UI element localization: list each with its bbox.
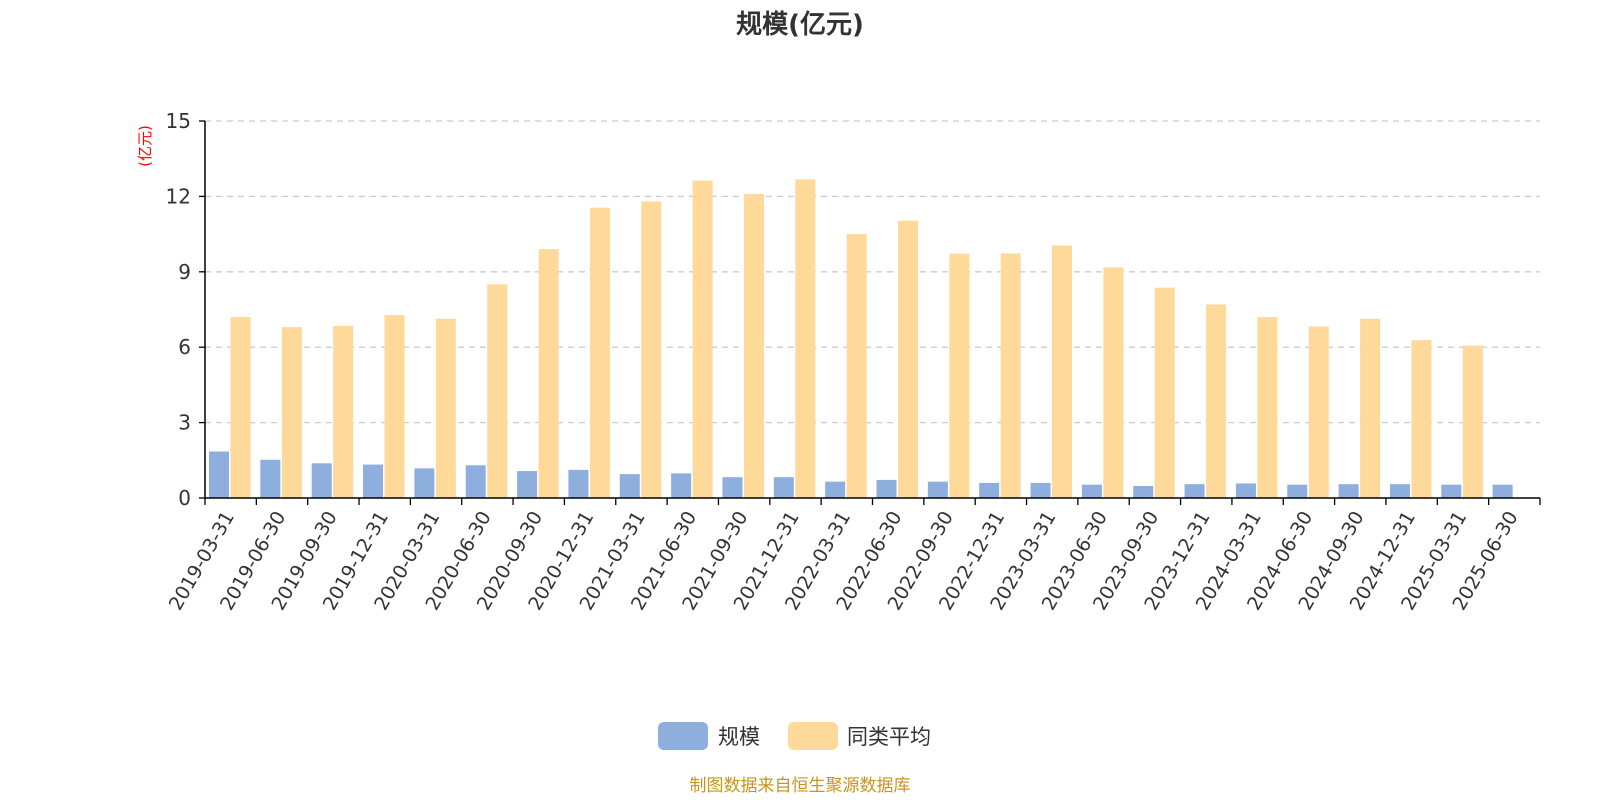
bar-peer-average[interactable] xyxy=(1462,345,1483,498)
bar-peer-average[interactable] xyxy=(1360,318,1381,498)
y-tick-label: 15 xyxy=(166,109,191,133)
bar-scale[interactable] xyxy=(876,479,897,498)
y-tick-label: 3 xyxy=(178,411,191,435)
bar-scale[interactable] xyxy=(979,482,1000,498)
bar-scale[interactable] xyxy=(671,473,692,498)
legend-swatch-scale[interactable] xyxy=(658,722,708,750)
bar-scale[interactable] xyxy=(1030,482,1051,498)
bar-scale[interactable] xyxy=(619,474,640,498)
bar-scale[interactable] xyxy=(1287,484,1308,498)
bar-peer-average[interactable] xyxy=(1103,267,1124,498)
y-tick-label: 6 xyxy=(178,335,191,359)
bar-scale[interactable] xyxy=(825,481,846,498)
bar-peer-average[interactable] xyxy=(384,315,405,498)
bar-peer-average[interactable] xyxy=(230,317,251,498)
y-tick-label: 12 xyxy=(166,184,191,208)
bar-scale[interactable] xyxy=(773,477,794,498)
bar-peer-average[interactable] xyxy=(1154,287,1175,498)
bar-peer-average[interactable] xyxy=(795,179,816,498)
bar-scale[interactable] xyxy=(517,471,538,498)
y-tick-label: 0 xyxy=(178,486,191,510)
bar-scale[interactable] xyxy=(1338,484,1359,498)
bar-scale[interactable] xyxy=(311,463,332,498)
legend-label-peer-average[interactable]: 同类平均 xyxy=(847,725,931,749)
bar-scale[interactable] xyxy=(568,469,589,498)
axes xyxy=(204,121,1540,499)
bar-peer-average[interactable] xyxy=(1257,317,1278,498)
bar-peer-average[interactable] xyxy=(589,207,610,498)
y-axis-ticks: 0 3 6 9 12 15 xyxy=(166,109,205,510)
bar-scale[interactable] xyxy=(1492,484,1513,498)
bar-peer-average[interactable] xyxy=(1411,340,1432,498)
bar-peer-average[interactable] xyxy=(692,180,713,499)
bar-peer-average[interactable] xyxy=(1052,245,1073,498)
y-axis-unit-label: (亿元) xyxy=(136,125,154,167)
bar-peer-average[interactable] xyxy=(898,220,918,498)
bar-scale[interactable] xyxy=(1081,484,1102,498)
bar-scale[interactable] xyxy=(465,465,486,498)
bars-group xyxy=(209,179,1513,499)
bar-peer-average[interactable] xyxy=(487,284,508,498)
gridlines xyxy=(205,120,1540,424)
bar-peer-average[interactable] xyxy=(1308,326,1329,498)
bar-scale[interactable] xyxy=(1184,484,1205,498)
bar-peer-average[interactable] xyxy=(949,253,970,498)
bar-peer-average[interactable] xyxy=(435,318,456,498)
bar-scale[interactable] xyxy=(1235,483,1256,498)
bar-peer-average[interactable] xyxy=(333,325,354,498)
bar-peer-average[interactable] xyxy=(1000,253,1021,498)
legend: 规模 同类平均 xyxy=(658,722,931,750)
footer-source-note: 制图数据来自恒生聚源数据库 xyxy=(690,776,911,796)
bar-scale[interactable] xyxy=(414,468,435,498)
bar-peer-average[interactable] xyxy=(538,249,559,498)
bar-peer-average[interactable] xyxy=(846,234,867,498)
bar-scale[interactable] xyxy=(927,481,948,498)
legend-swatch-peer-average[interactable] xyxy=(788,722,838,750)
bar-peer-average[interactable] xyxy=(743,193,764,499)
y-tick-label: 9 xyxy=(178,260,191,284)
bar-scale[interactable] xyxy=(1133,485,1154,498)
bar-peer-average[interactable] xyxy=(1206,304,1227,498)
legend-label-scale[interactable]: 规模 xyxy=(718,725,760,749)
bar-scale[interactable] xyxy=(363,464,384,498)
bar-peer-average[interactable] xyxy=(281,327,302,498)
bar-scale[interactable] xyxy=(209,451,229,498)
x-axis-ticks: 2019-03-312019-06-302019-09-302019-12-31… xyxy=(165,498,1541,614)
bar-scale[interactable] xyxy=(260,459,281,498)
bar-scale[interactable] xyxy=(1441,484,1462,498)
chart-title: 规模(亿元) xyxy=(736,10,864,40)
bar-peer-average[interactable] xyxy=(641,201,662,498)
bar-scale[interactable] xyxy=(722,477,743,498)
bar-scale[interactable] xyxy=(1389,484,1410,498)
